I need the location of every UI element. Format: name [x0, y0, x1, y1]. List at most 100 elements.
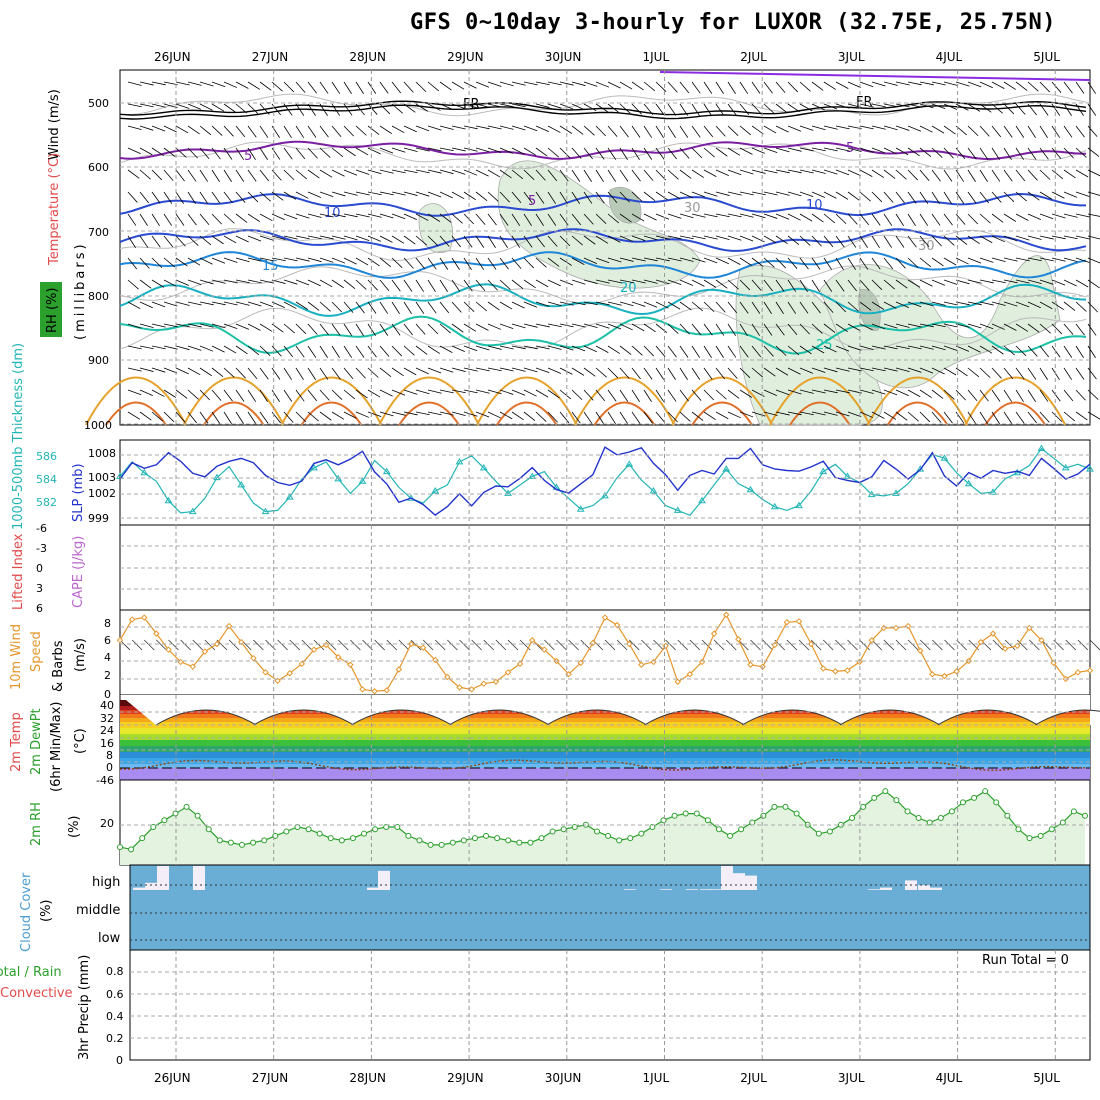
wind-barb	[907, 345, 922, 350]
contour-label: 10	[806, 198, 823, 213]
wind-barb	[931, 411, 942, 423]
wind-barb	[847, 323, 861, 332]
wind-barb	[871, 367, 886, 372]
contour-label: 10	[324, 206, 341, 221]
thickness-point	[479, 463, 488, 471]
wind-barb	[1015, 411, 1025, 424]
wind-barb	[859, 147, 874, 153]
wind-barb	[307, 323, 318, 335]
wind-barb	[559, 257, 573, 266]
wind-barb	[631, 125, 641, 138]
wind-barb	[919, 81, 934, 86]
wind-barb	[535, 169, 546, 181]
wind-barb	[1075, 301, 1087, 312]
wind-barb	[571, 213, 582, 226]
wind10-tick-0: 0	[104, 688, 111, 701]
wind10-barb	[253, 639, 264, 651]
wind-barb	[679, 147, 690, 159]
wind-barb	[811, 301, 821, 314]
wind-barb	[787, 389, 802, 395]
wind-barb	[175, 147, 187, 158]
wind-barb	[883, 147, 897, 155]
wind-barb	[187, 411, 197, 424]
wind-barb	[847, 191, 860, 201]
wind-barb	[511, 125, 526, 131]
wind-barb	[979, 323, 994, 330]
wind-barb	[283, 81, 295, 93]
wind-barb	[631, 389, 640, 402]
wind-barb	[727, 103, 737, 116]
wind-barb	[391, 191, 406, 196]
wind-barb	[331, 323, 341, 336]
wind-barb	[571, 345, 586, 352]
stability-ylabels: Lifted Index CAPE (J/kg)	[11, 533, 86, 610]
wind-barb	[1075, 345, 1084, 358]
wind-barb	[451, 191, 465, 200]
wind-barb	[1075, 367, 1085, 380]
wind-barb	[979, 213, 991, 224]
temp-contour-warm	[573, 376, 676, 426]
wind-barb	[331, 235, 346, 240]
wind-barb	[439, 103, 454, 110]
wind-barb	[247, 235, 262, 242]
wind-barb	[283, 213, 298, 220]
wind-barb	[619, 147, 628, 160]
wind-barb	[187, 367, 201, 376]
wind-barb	[127, 323, 142, 329]
wind-barb	[1075, 147, 1087, 158]
wind-barb	[607, 257, 622, 263]
wind-barb	[931, 169, 941, 182]
wind-barb	[895, 301, 909, 308]
wind-barb	[259, 301, 274, 308]
wind-barb	[211, 257, 226, 264]
wind-barb	[763, 301, 772, 314]
wind-barb	[487, 411, 501, 419]
rh2m-point	[227, 839, 234, 846]
wind-barb	[703, 191, 718, 197]
wind-barb	[199, 191, 209, 204]
wind-barb	[1015, 323, 1029, 332]
wind-barb	[715, 367, 725, 380]
x-label-bottom: 26JUN	[154, 1071, 191, 1085]
temp-contour-hot	[398, 401, 460, 426]
rh-shading	[858, 289, 881, 331]
wind10-barb	[568, 639, 579, 651]
wind-barb	[1027, 125, 1036, 138]
wind-barb	[691, 103, 700, 116]
wind-barb	[1003, 389, 1013, 402]
wind-barb	[547, 169, 558, 182]
wind-barb	[787, 411, 802, 416]
wind-barb	[355, 345, 365, 358]
wind-barb	[667, 257, 682, 262]
rh2m-point	[760, 812, 767, 819]
wind-barb	[595, 169, 604, 182]
wind-barb	[451, 411, 466, 416]
wind-barb	[871, 345, 886, 350]
wind-barb	[643, 213, 657, 221]
temp-line	[741, 709, 843, 726]
wind-barb	[343, 389, 356, 400]
wind-barb	[907, 389, 921, 398]
wind-barb	[1039, 103, 1049, 116]
rh2m-point	[605, 832, 612, 839]
rh2m-point	[638, 830, 645, 837]
wind-barb	[1075, 323, 1085, 336]
wind-barb	[199, 411, 209, 424]
wind-barb	[859, 213, 870, 226]
wind-barb	[811, 235, 822, 247]
wind10-barb	[1004, 639, 1016, 651]
x-label-bottom: 28JUN	[349, 1071, 386, 1085]
wind-barb	[571, 279, 586, 285]
rh2m-point	[771, 803, 778, 810]
ylabel-10m-wind: 10m Wind	[9, 624, 24, 690]
wind-barb	[895, 323, 910, 328]
wind-barb	[511, 169, 524, 180]
wind-barb	[499, 213, 509, 226]
wind-barb	[187, 301, 202, 306]
wind-barb	[967, 367, 980, 378]
rh2m-point	[505, 837, 512, 844]
wind-barb	[535, 323, 550, 328]
wind-barb	[547, 389, 560, 399]
wind-barb	[415, 367, 429, 375]
wind-barb	[571, 103, 585, 111]
